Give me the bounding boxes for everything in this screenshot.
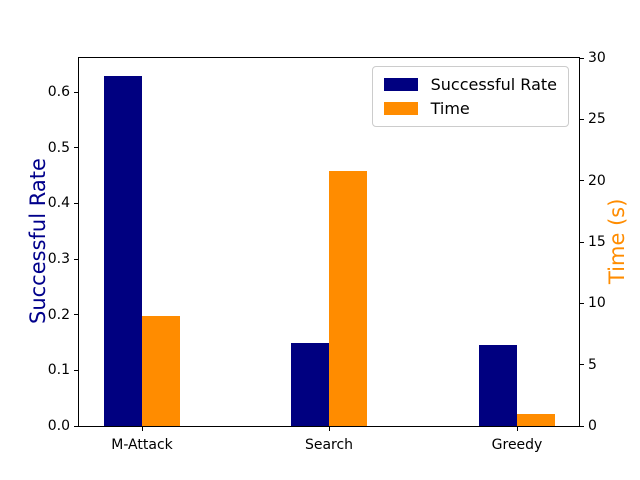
bar-time-m-attack (142, 315, 180, 426)
y-axis-left-tick-label: 0.4 (47, 195, 70, 212)
x-axis-tick (328, 426, 330, 431)
y-axis-left-tick (74, 425, 79, 427)
bar-time-search (329, 170, 367, 426)
y-axis-left-tick (74, 258, 79, 260)
x-axis-tick (141, 426, 143, 431)
x-axis-tick-label-search: Search (304, 437, 354, 453)
y-axis-left-tick-label: 0.1 (47, 362, 70, 379)
x-axis-tick (516, 426, 518, 431)
legend: Successful Rate Time (371, 66, 569, 127)
y-axis-right-tick (579, 180, 584, 182)
y-axis-left-tick (74, 147, 79, 149)
bar-successful-rate-search (291, 342, 329, 426)
y-axis-right-tick (579, 57, 584, 59)
bar-successful-rate-m-attack (104, 75, 142, 426)
plot-area: Successful Rate Time 0.0 0.1 0.2 0.3 0.4 0.5 0… (48, 50, 606, 453)
y-axis-right-tick-label: 0 (588, 418, 597, 434)
y-axis-right-tick-label: 15 (588, 234, 606, 250)
y-axis-left-tick-label: 0.3 (47, 251, 70, 268)
y-axis-left-tick-label: 0.0 (47, 418, 70, 434)
legend-label-successful-rate: Successful Rate (430, 75, 557, 94)
y-axis-right-tick-label: 5 (588, 356, 597, 373)
x-axis-tick-label-m-attack: M-Attack (111, 437, 173, 453)
y-axis-right-tick (579, 364, 584, 366)
y-axis-right-tick-label: 20 (588, 172, 606, 189)
x-axis-tick-label-greedy: Greedy (491, 437, 543, 453)
y-axis-right-tick (579, 118, 584, 120)
legend-item-time: Time (383, 99, 557, 118)
y-axis-left-tick (74, 91, 79, 93)
y-axis-left-tick (74, 202, 79, 204)
y-axis-left-tick (74, 369, 79, 371)
y-axis-right-tick (579, 425, 584, 427)
y-axis-right-tick-label: 10 (588, 295, 606, 312)
y-axis-right-tick-label: 25 (588, 111, 606, 128)
legend-label-time: Time (430, 99, 470, 118)
y-axis-left-tick-label: 0.2 (47, 306, 70, 323)
bar-time-greedy (517, 413, 555, 426)
legend-item-successful-rate: Successful Rate (383, 75, 557, 94)
y-axis-left-tick-label: 0.6 (47, 84, 70, 101)
y-axis-right-tick-label: 30 (588, 50, 606, 66)
bar-successful-rate-greedy (479, 345, 517, 426)
legend-swatch-time-icon (383, 102, 418, 115)
y-axis-left-tick (74, 314, 79, 316)
legend-swatch-successful-rate-icon (383, 78, 418, 91)
y-axis-left-tick-label: 0.5 (47, 139, 70, 156)
y-axis-right-tick (579, 241, 584, 243)
y-axis-right-tick (579, 302, 584, 304)
